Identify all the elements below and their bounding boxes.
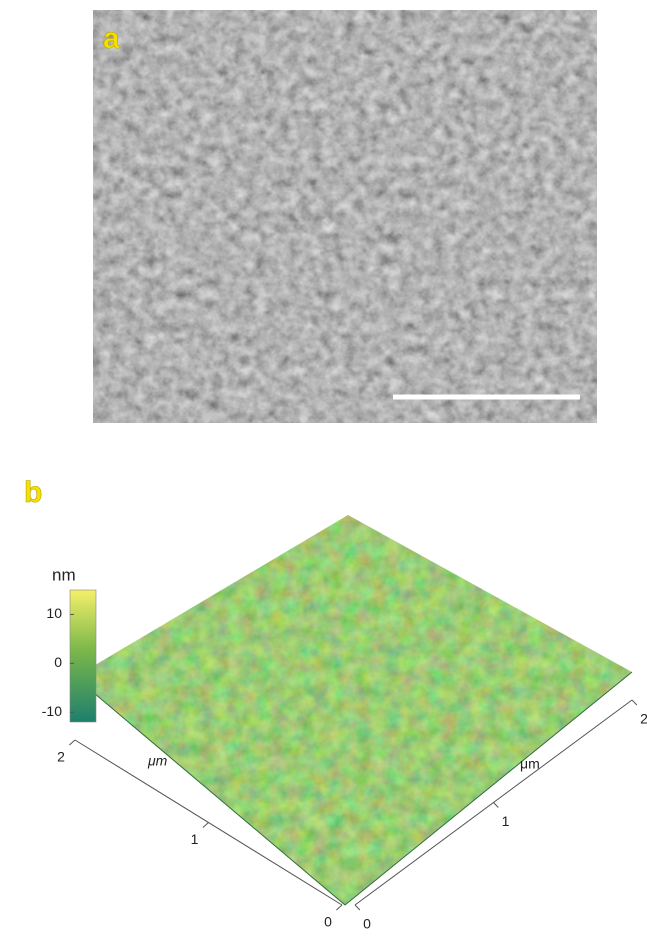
axis-tick xyxy=(494,803,499,808)
axis-tick xyxy=(336,905,342,910)
panel-label: a xyxy=(103,22,120,55)
page: a b nm μm μm 100-10012012 (() => { const… xyxy=(0,0,647,943)
axis-tick xyxy=(632,700,637,705)
axis-tick-label: 0 xyxy=(363,916,371,932)
colorbar-unit: nm xyxy=(52,565,76,584)
colorbar-tick-label: 10 xyxy=(46,605,62,621)
axis-tick xyxy=(69,740,75,745)
afm-surface xyxy=(75,515,632,905)
colorbar-tick-label: 0 xyxy=(54,654,62,670)
axis-tick xyxy=(355,905,360,910)
colorbar xyxy=(70,590,96,722)
axis-label: μm xyxy=(520,756,540,772)
axis-tick-label: 0 xyxy=(324,914,332,930)
axis-tick xyxy=(203,823,209,828)
panel-label: b xyxy=(24,476,42,509)
axis-tick-label: 2 xyxy=(57,749,65,765)
figure: a b nm μm μm 10 0 -10 0 1 2 0 1 2 xyxy=(0,0,647,943)
axis-label: μm xyxy=(147,753,168,769)
axis-tick-label: 1 xyxy=(191,831,199,847)
axis-tick-label: 2 xyxy=(640,711,647,727)
colorbar-tick-label: -10 xyxy=(42,703,62,719)
sem-image xyxy=(93,10,597,423)
axis-tick-label: 1 xyxy=(502,813,510,829)
